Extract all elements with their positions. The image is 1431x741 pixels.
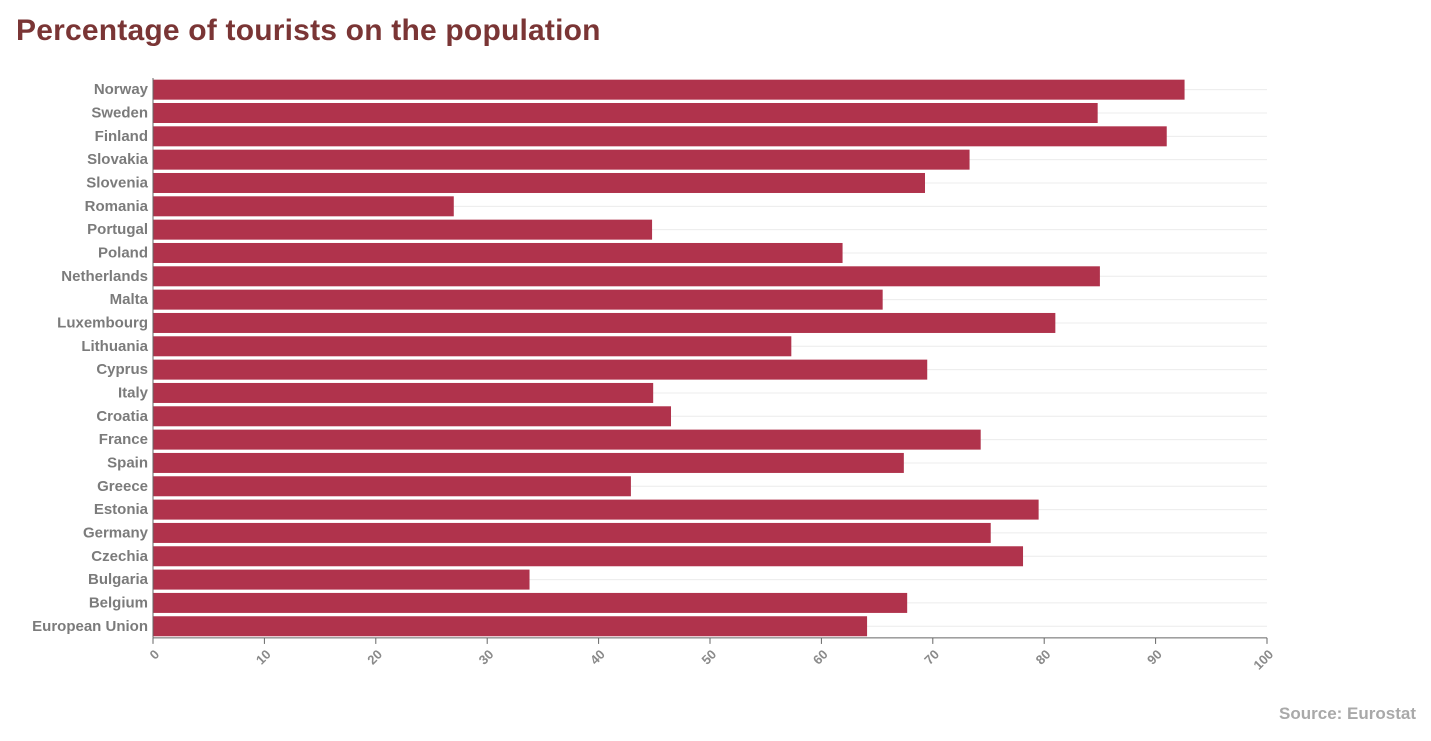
- bar-cyprus[interactable]: [153, 359, 928, 380]
- x-tick-label: 80: [1033, 647, 1054, 668]
- bar-norway[interactable]: [153, 79, 1185, 100]
- category-label: Cyprus: [96, 361, 148, 378]
- category-label: Lithuania: [81, 338, 148, 355]
- category-label: Slovenia: [86, 174, 148, 191]
- category-labels: Norway Sweden Finland Slovakia Slovenia Roman…: [32, 81, 149, 635]
- category-label: Estonia: [94, 501, 149, 518]
- bar-france[interactable]: [153, 429, 981, 450]
- bar-netherlands[interactable]: [153, 266, 1100, 287]
- bar-bulgaria[interactable]: [153, 569, 530, 590]
- category-label: Poland: [98, 244, 148, 261]
- x-tick-label: 60: [810, 647, 831, 668]
- bar-luxembourg[interactable]: [153, 312, 1056, 333]
- bar-portugal[interactable]: [153, 219, 653, 240]
- bar-italy[interactable]: [153, 382, 654, 403]
- x-tick-label: 70: [921, 647, 942, 668]
- source-note: Source: Eurostat: [1279, 704, 1416, 723]
- bar-belgium[interactable]: [153, 592, 908, 613]
- bar-croatia[interactable]: [153, 406, 672, 427]
- category-label: France: [99, 431, 148, 448]
- category-label: Malta: [110, 291, 149, 308]
- bar-poland[interactable]: [153, 242, 843, 263]
- bar-finland[interactable]: [153, 126, 1167, 147]
- bar-sweden[interactable]: [153, 102, 1098, 123]
- category-label: Germany: [83, 524, 149, 541]
- bar-malta[interactable]: [153, 289, 883, 310]
- x-tick-label: 90: [1144, 647, 1165, 668]
- category-label: Italy: [118, 384, 149, 401]
- category-label: Belgium: [89, 594, 148, 611]
- bar-czechia[interactable]: [153, 546, 1024, 567]
- category-label: Finland: [95, 128, 148, 145]
- category-label: Luxembourg: [57, 314, 148, 331]
- x-tick-label: 50: [698, 647, 719, 668]
- category-label: European Union: [32, 618, 148, 635]
- bar-european-union[interactable]: [153, 616, 868, 637]
- grid-lines: [153, 89, 1267, 627]
- bar-lithuania[interactable]: [153, 336, 792, 357]
- bar-germany[interactable]: [153, 522, 991, 543]
- category-label: Czechia: [91, 548, 148, 565]
- category-label: Norway: [94, 81, 149, 98]
- bar-slovenia[interactable]: [153, 172, 926, 193]
- category-label: Sweden: [91, 104, 148, 121]
- category-label: Spain: [107, 454, 148, 471]
- x-tick-label: 30: [476, 647, 497, 668]
- category-label: Slovakia: [87, 151, 149, 168]
- x-tick-label: 100: [1250, 647, 1276, 673]
- bars: [153, 79, 1185, 637]
- category-label: Bulgaria: [88, 571, 149, 588]
- bar-slovakia[interactable]: [153, 149, 970, 170]
- category-label: Netherlands: [61, 268, 148, 285]
- bar-estonia[interactable]: [153, 499, 1039, 520]
- bar-spain[interactable]: [153, 452, 904, 473]
- x-tick-label: 20: [364, 647, 385, 668]
- bar-romania[interactable]: [153, 196, 454, 217]
- category-label: Portugal: [87, 221, 148, 238]
- category-label: Romania: [85, 198, 149, 215]
- x-tick-label: 0: [147, 647, 163, 663]
- category-label: Croatia: [96, 408, 148, 425]
- x-tick-label: 40: [587, 647, 608, 668]
- x-tick-label: 10: [253, 647, 274, 668]
- category-label: Greece: [97, 478, 148, 495]
- bar-greece[interactable]: [153, 476, 631, 497]
- chart-title: Percentage of tourists on the population: [16, 14, 601, 47]
